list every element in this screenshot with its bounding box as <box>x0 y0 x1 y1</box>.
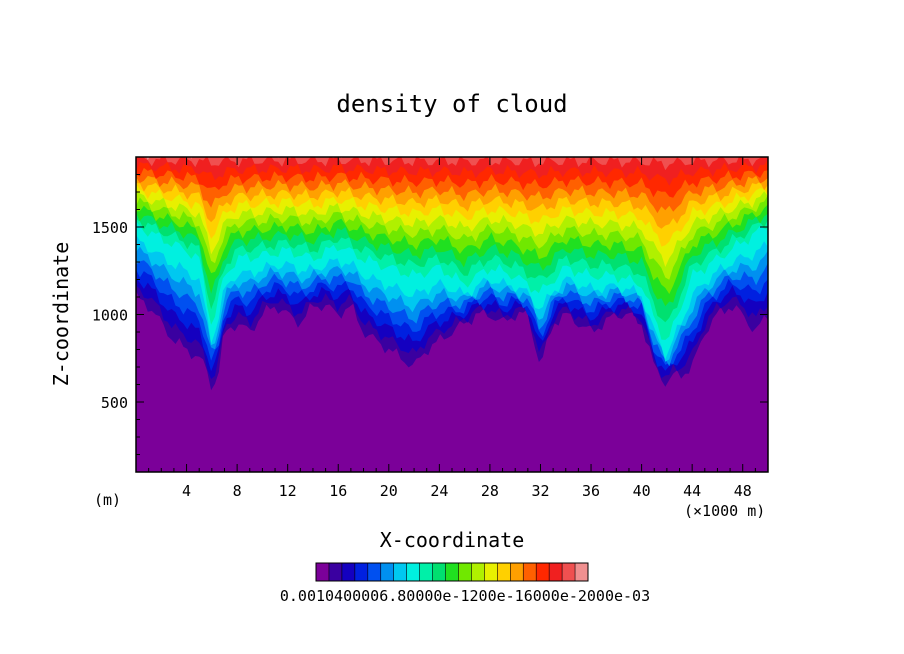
colorbar-swatch <box>523 563 537 581</box>
x-unit-right: (×1000 m) <box>684 502 765 520</box>
x-tick-label: 36 <box>582 482 600 500</box>
x-tick-label: 8 <box>233 482 242 500</box>
y-tick-label: 1500 <box>92 219 128 237</box>
y-axis: 500 1000 1500 <box>92 174 768 455</box>
colorbar-swatch <box>471 563 485 581</box>
x-tick-label: 16 <box>329 482 347 500</box>
colorbar-swatch <box>458 563 472 581</box>
y-tick-label: 500 <box>101 394 128 412</box>
colorbar-swatch <box>393 563 408 581</box>
chart-title: density of cloud <box>336 90 567 118</box>
colorbar-swatch <box>354 563 369 581</box>
density-band <box>136 157 768 186</box>
x-tick-label: 20 <box>380 482 398 500</box>
colorbar-swatch <box>549 563 563 581</box>
colorbar-swatch <box>328 563 343 581</box>
x-tick-label: 44 <box>683 482 701 500</box>
x-axis: 4 8 12 16 20 24 28 32 36 40 44 48 <box>148 157 756 500</box>
x-tick-label: 32 <box>531 482 549 500</box>
x-unit-left: (m) <box>94 491 121 509</box>
x-axis-label: X-coordinate <box>380 528 525 552</box>
colorbar-tick-labels: 0.0010400006.80000e-1200e-16000e-2000e-0… <box>280 587 650 605</box>
x-tick-label: 48 <box>734 482 752 500</box>
density-bands <box>136 157 768 391</box>
plot-area <box>136 157 768 472</box>
colorbar-swatch <box>341 563 356 581</box>
colorbar-swatch <box>406 563 421 581</box>
colorbar-swatch <box>510 563 524 581</box>
colorbar-swatch <box>536 563 550 581</box>
colorbar-swatch <box>380 563 395 581</box>
y-axis-label: Z-coordinate <box>49 242 73 387</box>
x-tick-label: 28 <box>481 482 499 500</box>
x-tick-label: 24 <box>430 482 448 500</box>
colorbar-swatch <box>445 563 459 581</box>
colorbar-swatch <box>484 563 498 581</box>
colorbar-swatch <box>367 563 382 581</box>
colorbar-swatch <box>575 563 589 581</box>
x-tick-label: 12 <box>279 482 297 500</box>
colorbar-swatch <box>562 563 576 581</box>
colorbar-swatch <box>419 563 433 581</box>
colorbar-swatch <box>316 563 330 581</box>
y-tick-label: 1000 <box>92 307 128 325</box>
colorbar-frame <box>315 562 589 582</box>
colorbar <box>315 562 589 582</box>
x-tick-label: 40 <box>633 482 651 500</box>
colorbar-swatch <box>432 563 446 581</box>
colorbar-swatch <box>497 563 511 581</box>
x-tick-label: 4 <box>182 482 191 500</box>
